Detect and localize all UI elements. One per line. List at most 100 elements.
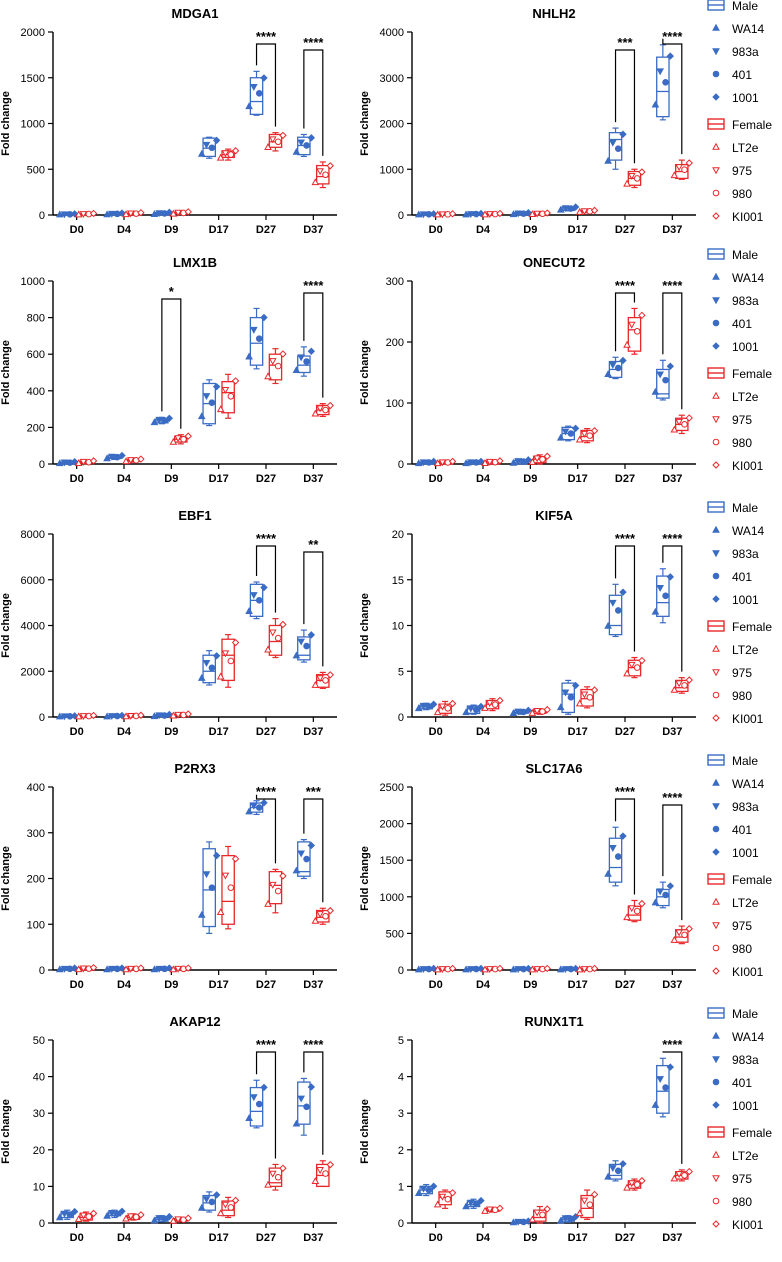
legend-female-line-label: KI001: [732, 712, 764, 726]
legend-female-label: Female: [732, 118, 772, 132]
diamond-marker: [712, 461, 720, 469]
down-triangle-marker: [221, 650, 230, 658]
box-iqr: [221, 1200, 235, 1217]
diamond-marker: [638, 168, 646, 176]
diamond-marker: [260, 799, 268, 807]
circle-marker: [274, 362, 282, 370]
diamond-marker: [260, 583, 268, 592]
female-box: [623, 1177, 646, 1191]
up-triangle-marker: [55, 210, 64, 218]
diamond-marker: [666, 362, 675, 370]
legend-female-line-label: LT2e: [732, 643, 759, 657]
male-box: [414, 210, 438, 219]
male-box: [414, 457, 438, 467]
legend-female-label: Female: [732, 873, 772, 887]
up-triangle-marker: [509, 458, 518, 466]
circle-marker: [472, 1200, 480, 1208]
down-triangle-marker: [419, 966, 428, 974]
up-triangle-marker: [670, 171, 679, 179]
circle-marker: [539, 708, 546, 715]
diamond-marker: [477, 964, 485, 973]
diamond-marker: [89, 209, 98, 218]
circle-marker: [227, 884, 235, 891]
diamond-marker: [448, 457, 457, 466]
down-triangle-marker: [155, 416, 164, 424]
diamond-marker: [165, 208, 174, 216]
up-triangle-marker: [604, 621, 612, 629]
down-triangle-marker: [79, 965, 88, 973]
down-triangle-marker: [533, 966, 541, 974]
significance-label: ****: [303, 278, 324, 293]
x-tick-label: D37: [662, 726, 682, 738]
down-triangle-marker: [126, 210, 135, 218]
down-triangle-marker: [561, 428, 570, 436]
box-iqr: [202, 137, 217, 158]
x-tick-label: D17: [568, 979, 588, 991]
diamond-marker: [448, 210, 457, 218]
x-tick-label: D0: [70, 1232, 84, 1244]
female-box: [169, 208, 192, 217]
diamond-marker: [477, 1196, 485, 1205]
circle-marker: [614, 145, 622, 152]
male-box: [197, 650, 221, 686]
down-triangle-marker: [79, 458, 88, 466]
female-box: [74, 963, 98, 973]
diamond-marker: [448, 699, 457, 708]
y-axis-label: Fold change: [0, 340, 12, 405]
circle-marker: [586, 694, 594, 701]
circle-marker: [66, 1211, 74, 1219]
diamond-marker: [543, 452, 551, 460]
significance-label: **: [308, 537, 319, 552]
down-triangle-marker: [60, 459, 69, 467]
up-triangle-marker: [55, 965, 64, 973]
x-tick-label: D37: [303, 224, 323, 236]
chart-title: P2RX3: [174, 761, 215, 776]
down-triangle-marker: [514, 210, 523, 218]
x-tick-label: D17: [568, 726, 588, 738]
down-triangle-marker: [627, 172, 636, 180]
up-triangle-marker: [74, 965, 83, 973]
diamond-marker: [231, 377, 240, 385]
up-triangle-marker: [556, 1216, 565, 1224]
up-triangle-marker: [575, 1209, 584, 1217]
y-tick-label: 2000: [21, 666, 45, 678]
significance-label: ****: [662, 790, 683, 805]
male-box: [292, 839, 316, 880]
down-triangle-marker: [712, 1056, 720, 1064]
female-box: [528, 705, 551, 716]
down-triangle-marker: [438, 703, 447, 711]
x-tick-label: D4: [476, 979, 491, 991]
up-triangle-marker: [712, 23, 720, 31]
up-triangle-marker: [245, 1114, 253, 1122]
legend-female-line-label: KI001: [732, 965, 764, 979]
female-box: [311, 671, 334, 690]
diamond-marker: [231, 855, 240, 863]
x-tick-label: D27: [256, 726, 276, 738]
box-iqr: [202, 848, 217, 928]
diamond-marker: [666, 1063, 675, 1071]
y-tick-label: 0: [39, 965, 45, 977]
diamond-marker: [137, 455, 145, 463]
diamond-marker: [326, 162, 334, 170]
up-triangle-marker: [528, 1215, 537, 1223]
female-box: [575, 427, 599, 444]
up-triangle-marker: [481, 210, 489, 218]
significance-label: *: [169, 284, 175, 299]
circle-marker: [66, 459, 74, 466]
down-triangle-marker: [533, 707, 541, 715]
diamond-marker: [307, 1083, 316, 1091]
legend-male-label: Male: [732, 1007, 758, 1021]
left-panel: MDGA1 Fold change 0 500 1000 1500 2000 D0 D4 D9 D1…: [0, 6, 337, 236]
down-triangle-marker: [419, 211, 428, 219]
up-triangle-marker: [169, 965, 178, 973]
up-triangle-marker: [604, 1172, 612, 1180]
down-triangle-marker: [580, 208, 589, 216]
legend-female-line-label: 980: [732, 436, 752, 450]
y-tick-label: 20: [392, 529, 404, 541]
down-triangle-marker: [712, 803, 720, 811]
circle-marker: [586, 1201, 594, 1208]
male-box: [55, 457, 79, 467]
up-triangle-marker: [670, 685, 679, 693]
bracket-line: [303, 49, 324, 156]
y-tick-label: 20: [33, 1145, 45, 1157]
